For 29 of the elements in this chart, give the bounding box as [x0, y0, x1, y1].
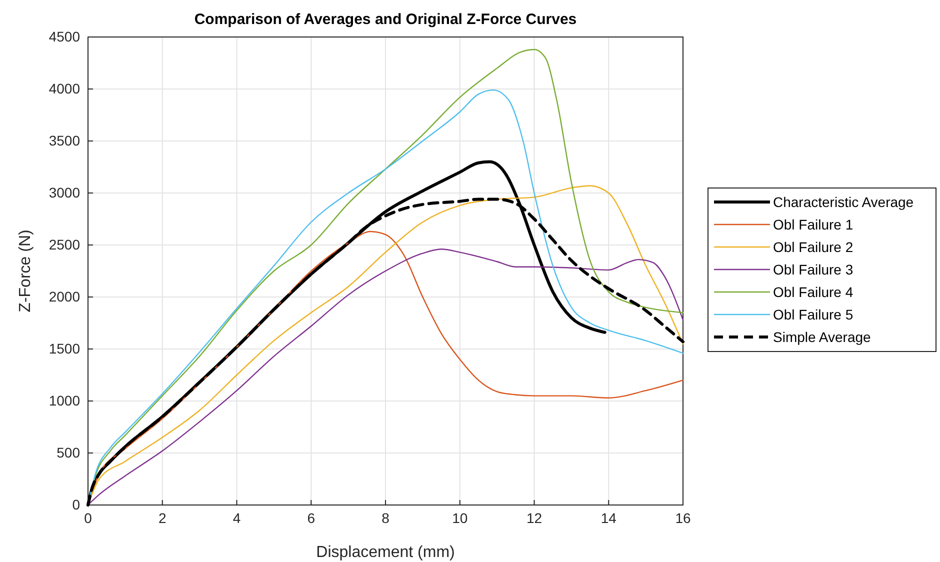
chart-title: Comparison of Averages and Original Z-Force Curves	[194, 11, 577, 28]
y-tick-label: 0	[72, 496, 80, 512]
y-tick-label: 4500	[48, 28, 80, 44]
y-tick-label: 4000	[48, 80, 80, 96]
x-tick-label: 4	[232, 510, 241, 526]
x-tick-label: 14	[600, 510, 617, 526]
x-axis-title: Displacement (mm)	[316, 544, 455, 561]
legend-label: Obl Failure 1	[773, 216, 854, 232]
y-tick-label: 2000	[48, 288, 80, 304]
legend-label: Characteristic Average	[773, 194, 914, 210]
x-tick-label: 8	[382, 510, 390, 526]
legend-label: Obl Failure 2	[773, 239, 854, 255]
x-tick-label: 10	[452, 510, 468, 526]
y-tick-label: 2500	[48, 236, 80, 252]
x-tick-label: 0	[84, 510, 92, 526]
y-tick-label: 1000	[48, 392, 80, 408]
legend-label: Obl Failure 5	[773, 306, 854, 322]
y-tick-label: 3000	[48, 184, 80, 200]
y-tick-label: 3500	[48, 132, 80, 148]
x-tick-label: 16	[675, 510, 691, 526]
y-tick-label: 1500	[48, 340, 80, 356]
x-tick-label: 2	[158, 510, 166, 526]
y-axis-title: Z-Force (N)	[17, 230, 34, 312]
legend-label: Simple Average	[773, 329, 872, 345]
x-tick-label: 12	[526, 510, 542, 526]
legend-label: Obl Failure 3	[773, 262, 854, 278]
legend-label: Obl Failure 4	[773, 284, 854, 300]
x-tick-label: 6	[307, 510, 316, 526]
y-tick-label: 500	[56, 444, 80, 460]
